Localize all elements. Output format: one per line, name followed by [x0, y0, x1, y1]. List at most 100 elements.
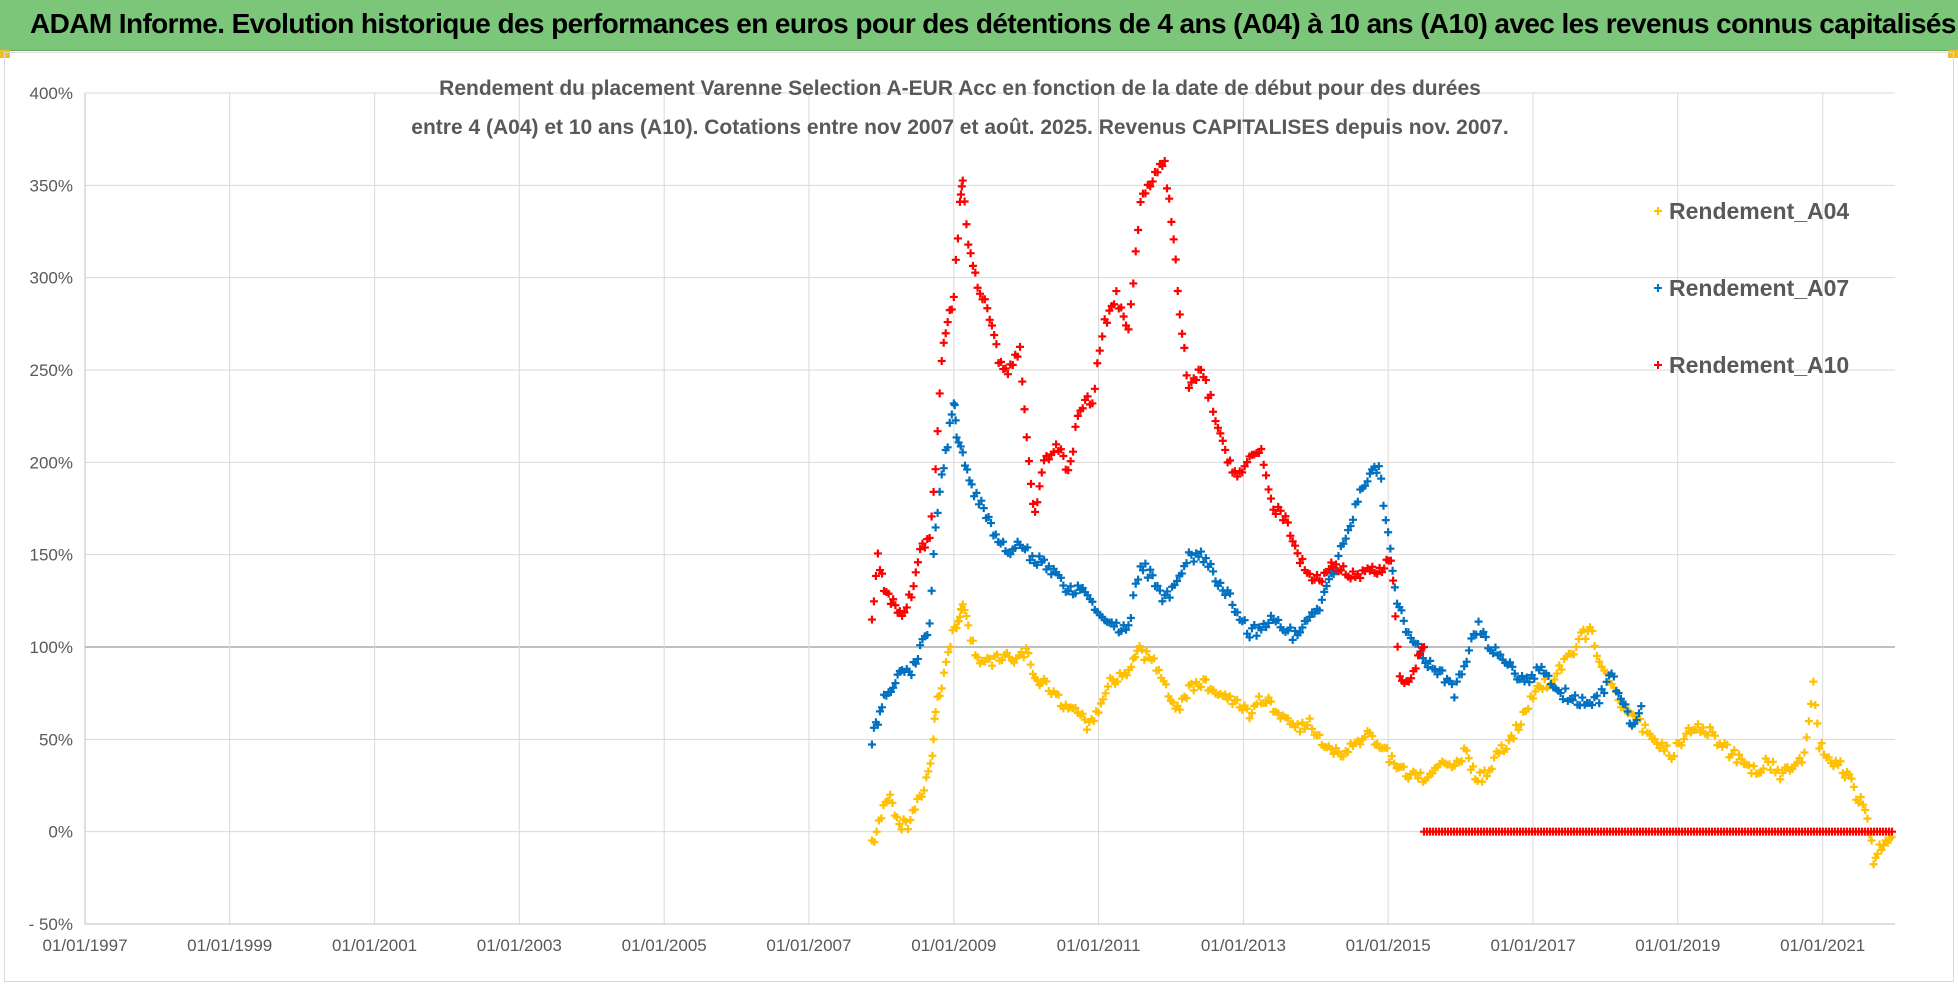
rendement-a10-point [1037, 468, 1046, 477]
rendement-a07-point [1226, 589, 1235, 598]
rendement-a10-point [1293, 549, 1302, 558]
rendement-a04-point [1149, 654, 1158, 663]
rendement-a07-point [1134, 575, 1143, 584]
rendement-a10-point [1348, 567, 1357, 576]
rendement-a07-point [1418, 654, 1427, 663]
rendement-a07-point [907, 671, 916, 680]
x-tick-label: 01/01/2001 [332, 936, 417, 955]
rendement-a10-point [1243, 458, 1252, 467]
rendement-a07-point [1386, 544, 1395, 553]
legend-marker [1654, 361, 1662, 369]
rendement-a07-point [1530, 674, 1539, 683]
rendement-a04-point [1662, 741, 1671, 750]
rendement-a07-point [1404, 628, 1413, 637]
rendement-a04-point [931, 707, 940, 716]
rendement-a04-point [922, 773, 931, 782]
y-tick-label: 400% [30, 84, 73, 103]
rendement-a04-point [942, 657, 951, 666]
rendement-a07-point [1194, 552, 1203, 561]
rendement-a07-point [943, 443, 952, 452]
rendement-a07-point [1023, 543, 1032, 552]
y-tick-label: 0% [48, 823, 73, 842]
rendement-a10-point [962, 220, 971, 229]
rendement-a07-point [1479, 627, 1488, 636]
rendement-a04-point [1164, 692, 1173, 701]
x-tick-label: 01/01/1997 [42, 936, 127, 955]
rendement-a04-point [1807, 699, 1816, 708]
rendement-a07-point [1460, 662, 1469, 671]
y-tick-label: 350% [30, 176, 73, 195]
rendement-a07-point [1602, 677, 1611, 686]
rendement-a07-point [1189, 557, 1198, 566]
rendement-a10-point [1288, 537, 1297, 546]
rendement-a04-point [935, 691, 944, 700]
rendement-a04-point [1550, 675, 1559, 684]
rendement-a10-point [1192, 375, 1201, 384]
rendement-a04-point [1773, 765, 1782, 774]
rendement-a04-point [1727, 750, 1736, 759]
rendement-a07-point [929, 550, 938, 559]
rendement-a10-point [1276, 506, 1285, 515]
rendement-a07-point [1489, 649, 1498, 658]
rendement-a10-point [1259, 460, 1268, 469]
rendement-a10-point [1271, 509, 1280, 518]
rendement-a04-point [1339, 752, 1348, 761]
rendement-a07-point [1578, 693, 1587, 702]
rendement-a10-point [1286, 531, 1295, 540]
rendement-a10-point [1291, 541, 1300, 550]
rendement-a07-point [1363, 477, 1372, 486]
rendement-a07-point [1505, 658, 1514, 667]
rendement-a04-point [1804, 717, 1813, 726]
rendement-a04-point [1078, 709, 1087, 718]
rendement-a10-point [1216, 429, 1225, 438]
rendement-a10-point [1160, 157, 1169, 166]
rendement-a04-point [895, 820, 904, 829]
rendement-a07-point [1288, 635, 1297, 644]
rendement-a07-point [1182, 559, 1191, 568]
rendement-a10-point [941, 329, 950, 338]
rendement-a10-point [1078, 404, 1087, 413]
rendement-a04-point [1475, 768, 1484, 777]
rendement-a07-point [1353, 497, 1362, 506]
rendement-a10-point [886, 599, 895, 608]
rendement-a10-point [1180, 343, 1189, 352]
rendement-a04-point [1487, 764, 1496, 773]
rendement-a07-point [1379, 501, 1388, 510]
rendement-a04-point [1026, 660, 1035, 669]
rendement-a04-point [973, 653, 982, 662]
rendement-a04-point [924, 767, 933, 776]
rendement-a10-point [1336, 566, 1345, 575]
rendement-a10-point [1233, 472, 1242, 481]
rendement-a04-point [1283, 714, 1292, 723]
rendement-a07-point [1173, 577, 1182, 586]
rendement-a04-point [1303, 721, 1312, 730]
rendement-a10-point [911, 568, 920, 577]
rendement-a04-point [1849, 782, 1858, 791]
rendement-a10-point [1346, 574, 1355, 583]
rendement-a07-point [967, 480, 976, 489]
rendement-a10-point [913, 558, 922, 567]
rendement-a04-point [1710, 731, 1719, 740]
rendement-a10-point [1173, 287, 1182, 296]
rendement-a04-point [1802, 733, 1811, 742]
rendement-a07-point [1450, 693, 1459, 702]
rendement-a04-point [1670, 752, 1679, 761]
rendement-a04-point [1847, 774, 1856, 783]
x-tick-label: 01/01/1999 [187, 936, 272, 955]
rendement-a10-point [996, 357, 1005, 366]
rendement-a07-point [1465, 646, 1474, 655]
rendement-a10-point [953, 234, 962, 243]
rendement-a07-point [931, 523, 940, 532]
rendement-a10-point [1066, 457, 1075, 466]
rendement-a04-point [937, 684, 946, 693]
rendement-a07-point [1421, 658, 1430, 667]
rendement-a07-point [1264, 618, 1273, 627]
rendement-a04-point [930, 714, 939, 723]
rendement-a07-point [1381, 516, 1390, 525]
rendement-a07-point [1481, 632, 1490, 641]
rendement-a07-point [1406, 634, 1415, 643]
legend: Rendement_A04 Rendement_A07 Rendement_A10 [1654, 198, 1849, 378]
rendement-a04-point [964, 621, 973, 630]
rendement-a04-point [1815, 744, 1824, 753]
rendement-a04-point [1879, 841, 1888, 850]
